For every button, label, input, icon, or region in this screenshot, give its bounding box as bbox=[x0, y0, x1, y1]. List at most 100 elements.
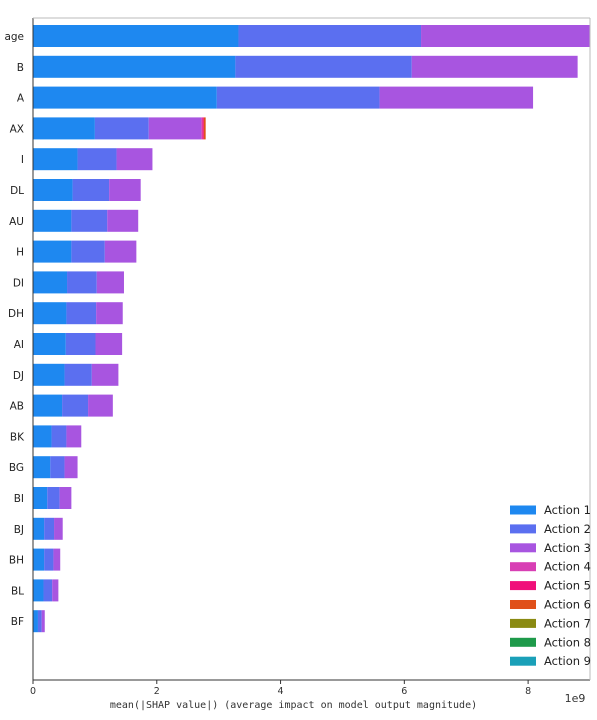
category-label: BH bbox=[9, 555, 24, 567]
bar-segment bbox=[33, 179, 73, 201]
bar-segment bbox=[33, 517, 45, 540]
category-label: H bbox=[16, 247, 24, 259]
legend-label: Action 6 bbox=[544, 598, 591, 612]
category-label: A bbox=[17, 93, 25, 105]
category-label: AB bbox=[10, 401, 24, 413]
category-label: BJ bbox=[14, 524, 24, 536]
category-label: BI bbox=[14, 493, 24, 505]
legend-label: Action 3 bbox=[544, 541, 591, 555]
legend-swatch bbox=[510, 543, 536, 553]
bar-segment bbox=[54, 517, 63, 540]
legend-label: Action 5 bbox=[544, 579, 591, 593]
legend-label: Action 2 bbox=[544, 522, 591, 536]
bar-segment bbox=[216, 86, 380, 109]
bar-segment bbox=[37, 610, 42, 633]
x-tick-label: 0 bbox=[30, 686, 36, 697]
bar-segment bbox=[33, 148, 78, 171]
bar-segment bbox=[43, 579, 53, 602]
category-label: BK bbox=[10, 431, 25, 443]
bar-segment bbox=[33, 55, 236, 78]
bar-segment bbox=[47, 487, 60, 509]
bar-segment bbox=[50, 456, 65, 479]
bar-segment bbox=[66, 425, 82, 448]
bar-segment bbox=[201, 117, 203, 140]
bar-segment bbox=[33, 240, 72, 263]
bar-segment bbox=[379, 86, 534, 109]
bar-segment bbox=[91, 363, 119, 386]
x-tick-label: 8 bbox=[525, 686, 531, 697]
bar-segment bbox=[107, 209, 139, 232]
bar-segment bbox=[62, 394, 89, 417]
category-label: AX bbox=[10, 123, 24, 135]
bar-segment bbox=[53, 548, 61, 571]
legend-label: Action 8 bbox=[544, 635, 591, 649]
x-tick-label: 4 bbox=[278, 686, 284, 697]
bar-segment bbox=[64, 456, 78, 479]
bar-segment bbox=[202, 117, 204, 140]
bar-segment bbox=[52, 579, 59, 602]
bar-segment bbox=[64, 363, 92, 386]
legend-swatch bbox=[510, 618, 536, 628]
bar-segment bbox=[203, 117, 206, 140]
bar-segment bbox=[148, 117, 202, 140]
category-label: age bbox=[4, 31, 24, 43]
bar-segment bbox=[77, 148, 117, 171]
bar-segment bbox=[235, 55, 412, 78]
bar-segment bbox=[33, 302, 67, 325]
category-label: AU bbox=[9, 216, 24, 228]
legend-label: Action 4 bbox=[544, 560, 591, 574]
axes-layer: age B A AX I DL AU H DI DH AI DJ AB BK BG BI BJ BH BL BF 0 2 4… bbox=[4, 17, 591, 711]
legend-swatch bbox=[510, 562, 536, 572]
bar-segment bbox=[96, 271, 124, 294]
bar-segment bbox=[94, 117, 149, 140]
bar-segment bbox=[33, 425, 52, 448]
x-tick-label: 6 bbox=[401, 686, 407, 697]
bar-segment bbox=[51, 425, 67, 448]
category-label: B bbox=[17, 62, 24, 74]
x-scale-label: 1e9 bbox=[565, 692, 586, 705]
bar-segment bbox=[33, 25, 239, 47]
bar-segment bbox=[33, 117, 95, 140]
bar-segment bbox=[421, 25, 590, 47]
bar-segment bbox=[44, 517, 55, 540]
legend-swatch bbox=[510, 600, 536, 609]
bar-segment bbox=[33, 209, 72, 232]
category-label: DL bbox=[10, 185, 24, 197]
x-axis-label: mean(|SHAP value|) (average impact on mo… bbox=[110, 700, 477, 711]
bar-segment bbox=[33, 333, 66, 355]
x-tick-label: 2 bbox=[154, 686, 160, 697]
category-label: BF bbox=[11, 616, 24, 628]
legend-swatch bbox=[510, 637, 536, 647]
legend-label: Action 9 bbox=[544, 654, 591, 668]
legend-swatch bbox=[510, 581, 536, 591]
bar-segment bbox=[59, 487, 72, 509]
bar-segment bbox=[33, 548, 45, 571]
bar-segment bbox=[33, 363, 65, 386]
category-label: DH bbox=[8, 308, 24, 320]
bar-segment bbox=[72, 179, 110, 201]
bar-segment bbox=[116, 148, 153, 171]
bar-segment bbox=[33, 456, 51, 479]
legend-swatch bbox=[510, 524, 536, 534]
bar-segment bbox=[66, 302, 97, 325]
category-label: BG bbox=[9, 462, 24, 474]
category-label: BL bbox=[11, 585, 24, 597]
bar-segment bbox=[95, 333, 123, 355]
bar-segment bbox=[109, 179, 141, 201]
bar-segment bbox=[33, 610, 38, 633]
category-label: AI bbox=[14, 339, 24, 351]
bar-segment bbox=[411, 55, 578, 78]
bar-segment bbox=[238, 25, 422, 47]
category-label: I bbox=[21, 154, 24, 166]
bar-segment bbox=[71, 209, 108, 232]
bar-segment bbox=[67, 271, 97, 294]
bar-segment bbox=[96, 302, 123, 325]
bars-layer bbox=[33, 25, 590, 633]
legend-label: Action 1 bbox=[544, 503, 591, 517]
bar-segment bbox=[65, 333, 96, 355]
legend-label: Action 7 bbox=[544, 616, 591, 630]
bar-segment bbox=[41, 610, 45, 633]
bar-segment bbox=[33, 579, 44, 602]
bar-segment bbox=[71, 240, 105, 263]
